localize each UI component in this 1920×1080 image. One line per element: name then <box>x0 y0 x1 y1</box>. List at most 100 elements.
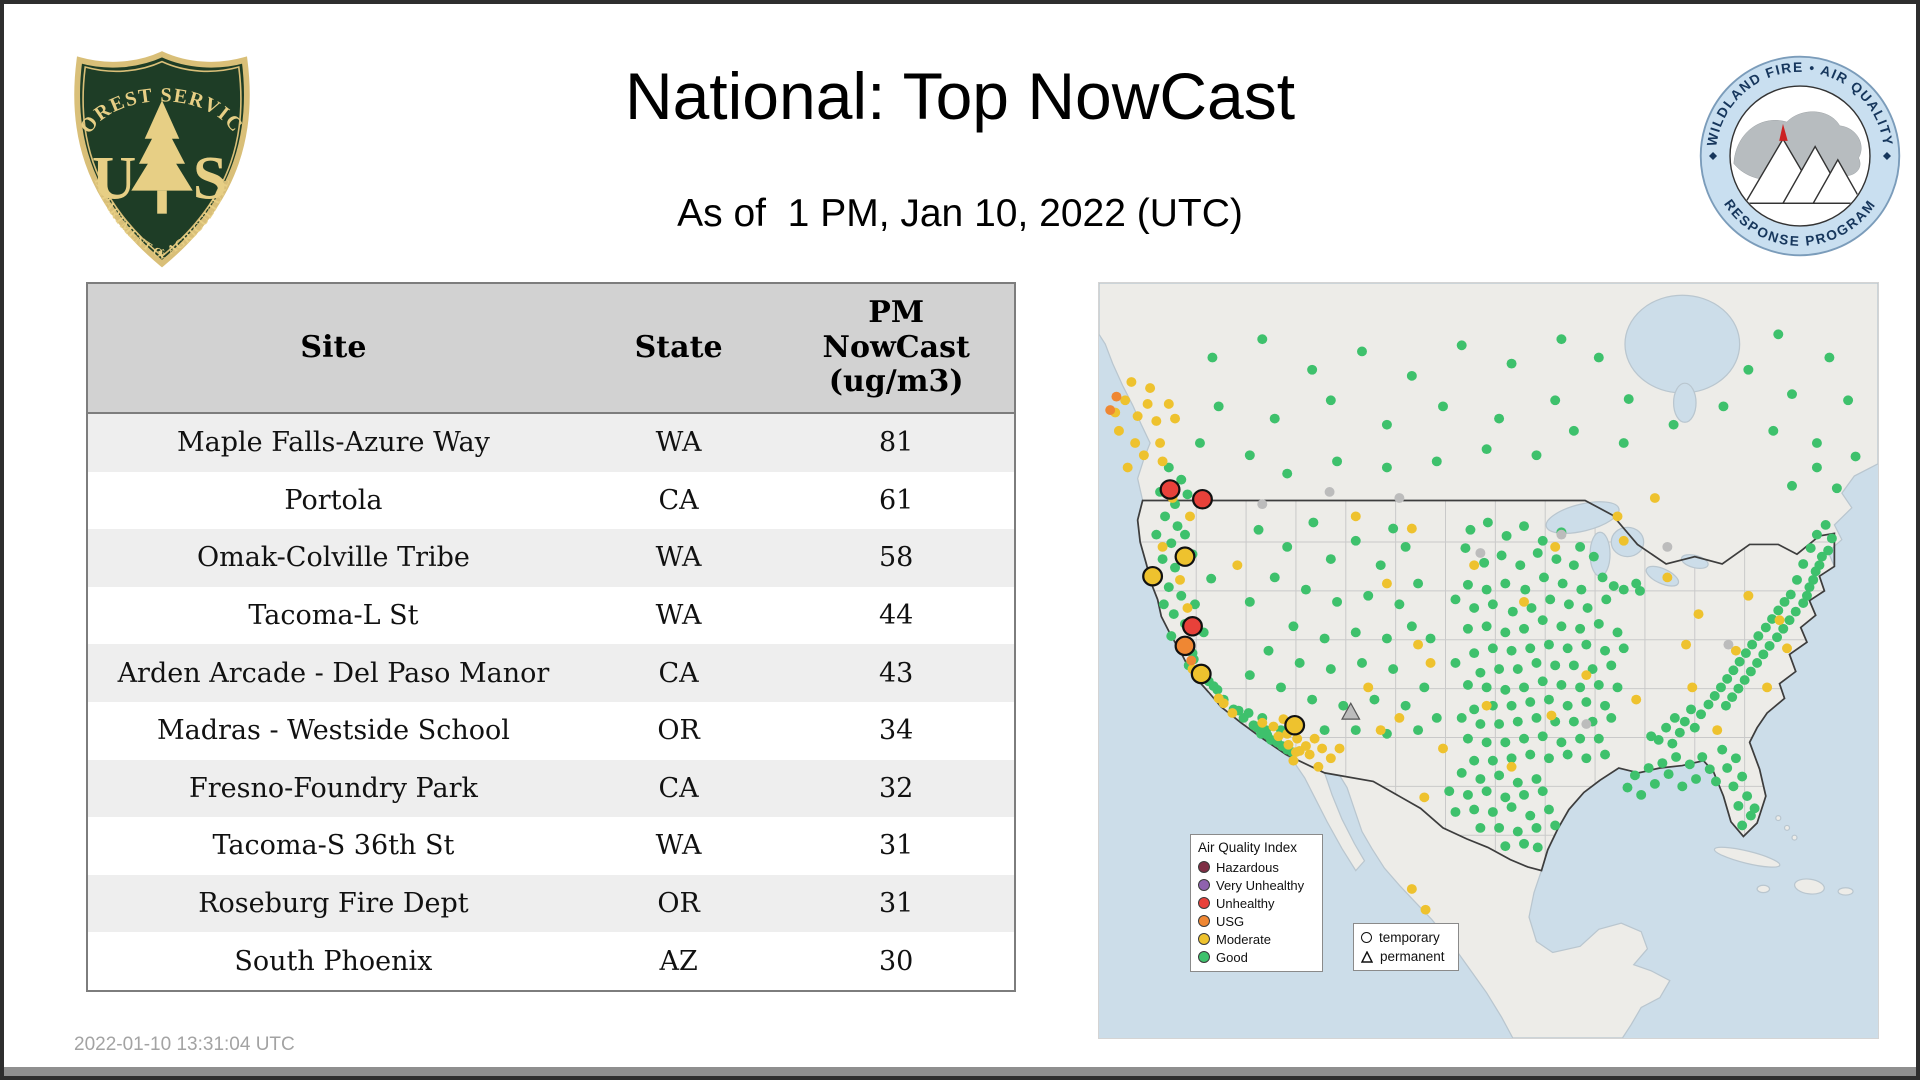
monitor-dot <box>1575 623 1586 634</box>
monitor-dot <box>1269 572 1280 583</box>
monitor-dot <box>1722 673 1733 684</box>
monitor-dot <box>1126 377 1137 387</box>
monitor-dot <box>1130 438 1141 448</box>
site-cell: Tacoma-L St <box>248 600 419 632</box>
monitor-dot <box>1581 670 1592 681</box>
monitor-dot <box>1543 694 1554 705</box>
monitor-dot <box>1257 499 1268 510</box>
monitor-dot <box>1843 395 1854 406</box>
monitor-dot <box>1743 590 1754 601</box>
monitor-dot <box>1631 694 1642 705</box>
monitor-dot <box>1740 648 1751 659</box>
nowcast-table: Site State PM NowCast (ug/m3) Maple Fall… <box>86 282 1016 992</box>
monitor-dot <box>1487 755 1498 766</box>
monitor-dot <box>1388 523 1399 534</box>
generated-timestamp: 2022-01-10 13:31:04 UTC <box>74 1034 295 1055</box>
monitor-dot <box>1728 781 1739 792</box>
monitor-dot <box>1814 560 1825 571</box>
monitor-dot <box>1189 599 1200 610</box>
state-cell: OR <box>657 888 700 920</box>
monitor-dot <box>1122 462 1133 473</box>
monitor-dot <box>1300 584 1311 595</box>
table-row: Tacoma-L St WA 44 <box>87 586 1015 645</box>
monitor-dot <box>1506 645 1517 656</box>
monitor-dot <box>1456 768 1467 778</box>
monitor-dot <box>1612 511 1623 522</box>
monitor-dot <box>1413 725 1424 736</box>
site-cell: Maple Falls-Azure Way <box>177 427 490 459</box>
monitor-dot <box>1525 749 1536 760</box>
monitor-dot <box>1811 529 1822 540</box>
monitor-dot <box>1718 401 1729 412</box>
monitor-dot <box>1207 352 1218 363</box>
monitor-dot <box>1282 468 1293 479</box>
usfs-logo: FOREST SERVICE U S DEPARTMENT OF AGRICUL… <box>66 46 250 268</box>
aqi-legend-title: Air Quality Index <box>1198 840 1298 855</box>
monitor-dot <box>1520 584 1531 595</box>
monitor-dot <box>1481 682 1492 693</box>
monitor-dot <box>1506 761 1517 772</box>
monitor-dot <box>1500 792 1511 803</box>
monitor-dot <box>1646 731 1657 742</box>
monitor-dot <box>1681 639 1692 650</box>
monitor-dot <box>1350 511 1361 522</box>
monitor-dot <box>1253 524 1264 535</box>
table-row: Fresno-Foundry Park CA 32 <box>87 759 1015 818</box>
monitor-dot <box>1319 633 1330 644</box>
monitor-dot <box>1774 615 1785 626</box>
top-site-marker <box>1182 616 1203 637</box>
monitor-dot <box>1538 572 1549 583</box>
monitor-dot <box>1494 413 1505 424</box>
monitor-dot <box>1537 786 1548 797</box>
monitor-dot <box>1526 603 1537 613</box>
monitor-dot <box>1275 682 1286 693</box>
monitor-dot <box>1332 456 1343 467</box>
monitor-dot <box>1444 786 1455 797</box>
monitor-dot <box>1543 753 1554 764</box>
monitor-dot <box>1588 551 1599 562</box>
monitor-dot <box>1519 623 1530 634</box>
monitor-dot <box>1749 803 1760 814</box>
monitor-dot <box>1556 529 1567 540</box>
monitor-dot <box>1643 763 1654 773</box>
monitor-dot <box>1460 543 1471 553</box>
monitor-dot <box>1500 684 1511 695</box>
top-site-marker <box>1174 635 1196 657</box>
monitor-dot <box>1816 551 1827 562</box>
monitor-dot <box>1581 639 1592 650</box>
monitor-dot <box>1180 529 1190 540</box>
monitor-dot <box>1824 352 1835 363</box>
monitor-dot <box>1593 352 1604 363</box>
monitor-dot <box>1606 713 1617 723</box>
monitor-dot <box>1575 733 1586 744</box>
monitor-dots-layer <box>1105 329 1861 915</box>
monitor-dot <box>1357 346 1367 357</box>
top-site-marker <box>1174 546 1196 567</box>
monitor-dot <box>1475 719 1486 729</box>
monitor-dot <box>1163 582 1174 593</box>
monitor-dot <box>1166 631 1177 641</box>
column-header-site: Site <box>87 283 579 414</box>
monitor-dot <box>1163 462 1174 473</box>
monitor-dot <box>1151 416 1162 426</box>
monitor-dot <box>1381 633 1392 644</box>
monitor-dot <box>1689 722 1700 733</box>
monitor-dot <box>1798 598 1809 608</box>
monitor-dot <box>1787 480 1797 491</box>
monitor-dot <box>1734 656 1745 667</box>
monitor-dot <box>1487 599 1498 610</box>
usfs-letter-s: S <box>193 144 227 212</box>
monitor-dot <box>1662 541 1673 552</box>
temporary-marker-icon <box>1361 932 1372 943</box>
monitor-dot <box>1494 719 1505 729</box>
aqi-legend: Air Quality Index Hazardous Very Unhealth… <box>1190 834 1323 972</box>
monitor-dot <box>1556 680 1567 690</box>
monitor-dot <box>1338 700 1349 711</box>
monitor-dot <box>1556 334 1567 345</box>
monitor-dot <box>1208 681 1219 692</box>
monitor-dot <box>1593 618 1604 629</box>
monitor-dot <box>1742 791 1753 801</box>
monitor-dot <box>1551 554 1562 564</box>
site-cell: Tacoma-S 36th St <box>212 830 455 862</box>
